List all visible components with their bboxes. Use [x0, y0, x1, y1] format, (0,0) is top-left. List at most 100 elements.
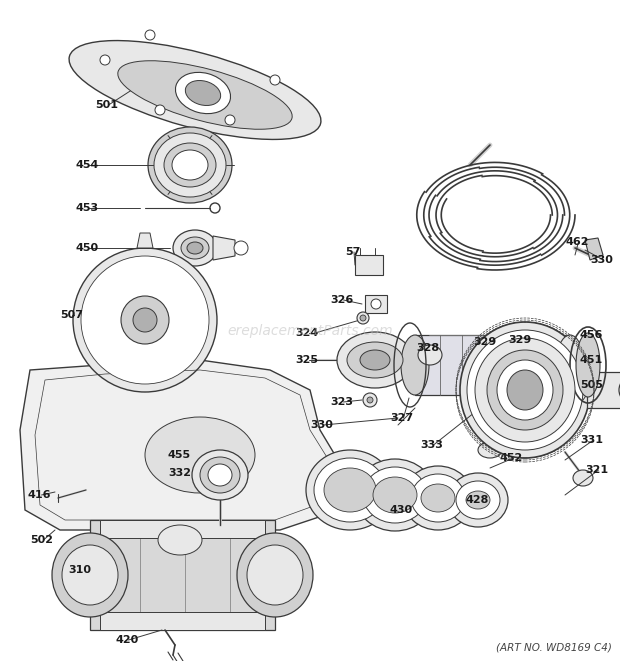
Text: 310: 310: [68, 565, 91, 575]
Ellipse shape: [145, 417, 255, 493]
Circle shape: [81, 256, 209, 384]
Text: 451: 451: [580, 355, 603, 365]
Polygon shape: [90, 520, 275, 630]
Ellipse shape: [164, 143, 216, 187]
Ellipse shape: [158, 525, 202, 555]
Bar: [100, 612, 265, 630]
Ellipse shape: [418, 345, 442, 365]
Ellipse shape: [324, 468, 376, 512]
Text: 325: 325: [295, 355, 318, 365]
Circle shape: [145, 30, 155, 40]
Circle shape: [357, 312, 369, 324]
Text: 454: 454: [75, 160, 99, 170]
Bar: [365, 295, 387, 313]
Text: 502: 502: [30, 535, 53, 545]
Polygon shape: [213, 236, 235, 260]
Circle shape: [234, 241, 248, 255]
Ellipse shape: [448, 473, 508, 527]
Ellipse shape: [52, 533, 128, 617]
Text: 430: 430: [390, 505, 413, 515]
Ellipse shape: [576, 333, 600, 397]
Ellipse shape: [69, 40, 321, 139]
Ellipse shape: [200, 457, 240, 493]
Ellipse shape: [118, 61, 292, 130]
Ellipse shape: [421, 484, 455, 512]
Ellipse shape: [337, 332, 413, 388]
Circle shape: [363, 393, 377, 407]
Circle shape: [367, 397, 373, 403]
Text: 416: 416: [28, 490, 51, 500]
Ellipse shape: [187, 242, 203, 254]
Text: 455: 455: [168, 450, 191, 460]
Ellipse shape: [62, 545, 118, 605]
Ellipse shape: [556, 335, 584, 395]
Circle shape: [360, 315, 366, 321]
Text: 327: 327: [390, 413, 413, 423]
Ellipse shape: [355, 459, 435, 531]
Text: 452: 452: [500, 453, 523, 463]
Ellipse shape: [347, 342, 403, 378]
Ellipse shape: [403, 466, 473, 530]
Text: 329: 329: [508, 335, 531, 345]
Text: 456: 456: [580, 330, 603, 340]
Circle shape: [133, 308, 157, 332]
Bar: [415, 335, 570, 395]
Text: 428: 428: [465, 495, 489, 505]
Text: 330: 330: [590, 255, 613, 265]
Ellipse shape: [467, 330, 583, 450]
Ellipse shape: [363, 467, 427, 523]
Bar: [355, 255, 383, 275]
Circle shape: [619, 376, 620, 404]
Ellipse shape: [478, 442, 502, 458]
Ellipse shape: [466, 491, 490, 509]
Text: 420: 420: [115, 635, 138, 645]
Text: ereplacementParts.com: ereplacementParts.com: [227, 323, 393, 338]
Ellipse shape: [148, 127, 232, 203]
Ellipse shape: [247, 545, 303, 605]
Text: 329: 329: [473, 337, 496, 347]
Ellipse shape: [401, 335, 429, 395]
Ellipse shape: [172, 150, 208, 180]
Ellipse shape: [314, 458, 386, 522]
Circle shape: [121, 296, 169, 344]
Ellipse shape: [497, 360, 553, 420]
Text: 332: 332: [168, 468, 191, 478]
Text: 324: 324: [295, 328, 318, 338]
Text: 450: 450: [75, 243, 98, 253]
Ellipse shape: [192, 450, 248, 500]
Ellipse shape: [175, 72, 231, 114]
Circle shape: [371, 299, 381, 309]
Ellipse shape: [185, 81, 221, 106]
Circle shape: [270, 75, 280, 85]
Text: 462: 462: [565, 237, 588, 247]
Ellipse shape: [360, 350, 390, 370]
Text: 328: 328: [416, 343, 439, 353]
Text: 321: 321: [585, 465, 608, 475]
Text: 453: 453: [75, 203, 98, 213]
Polygon shape: [137, 233, 153, 248]
Ellipse shape: [237, 533, 313, 617]
Text: 331: 331: [580, 435, 603, 445]
Polygon shape: [585, 238, 603, 260]
Ellipse shape: [173, 230, 217, 266]
Ellipse shape: [154, 133, 226, 197]
Ellipse shape: [573, 470, 593, 486]
Circle shape: [155, 105, 165, 115]
Bar: [587, 372, 620, 408]
Text: 326: 326: [330, 295, 353, 305]
Ellipse shape: [475, 338, 575, 442]
Circle shape: [73, 248, 217, 392]
Ellipse shape: [487, 350, 563, 430]
Text: 333: 333: [420, 440, 443, 450]
Text: (ART NO. WD8169 C4): (ART NO. WD8169 C4): [496, 643, 612, 653]
Polygon shape: [20, 360, 350, 530]
Text: 57: 57: [345, 247, 360, 257]
Text: 330: 330: [310, 420, 333, 430]
Ellipse shape: [208, 464, 232, 486]
Text: 323: 323: [330, 397, 353, 407]
Circle shape: [100, 55, 110, 65]
Ellipse shape: [181, 237, 209, 259]
Text: 505: 505: [580, 380, 603, 390]
Text: 501: 501: [95, 100, 118, 110]
Circle shape: [225, 115, 235, 125]
